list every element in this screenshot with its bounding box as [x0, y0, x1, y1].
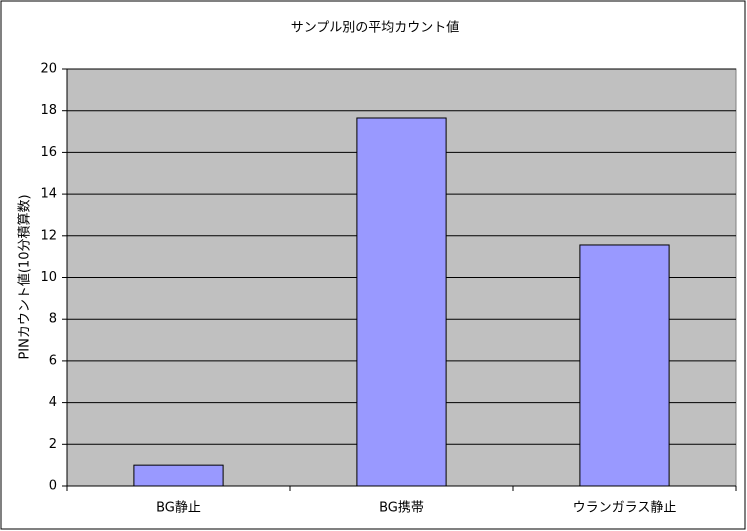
- y-tick-label: 10: [40, 270, 57, 285]
- chart-title: サンプル別の平均カウント値: [291, 20, 460, 36]
- y-tick-label: 20: [40, 62, 57, 77]
- bar: [356, 117, 447, 487]
- x-tick-label: ウランガラス静止: [573, 501, 677, 516]
- x-tick-label: BG静止: [156, 501, 201, 516]
- y-tick-label: 8: [49, 312, 57, 327]
- y-tick-label: 4: [49, 395, 57, 410]
- y-tick-label: 14: [40, 187, 57, 202]
- x-tick-label: BG携帯: [379, 500, 424, 516]
- bar: [133, 464, 224, 487]
- y-tick-label: 16: [40, 145, 57, 160]
- y-axis-label: PINカウント値(10分積算数): [17, 194, 33, 359]
- y-tick-label: 6: [49, 353, 57, 368]
- y-tick-label: 2: [49, 437, 57, 452]
- y-tick-label: 12: [40, 228, 57, 243]
- bar: [579, 244, 670, 487]
- y-tick-label: 18: [40, 103, 57, 118]
- y-tick-label: 0: [49, 479, 57, 494]
